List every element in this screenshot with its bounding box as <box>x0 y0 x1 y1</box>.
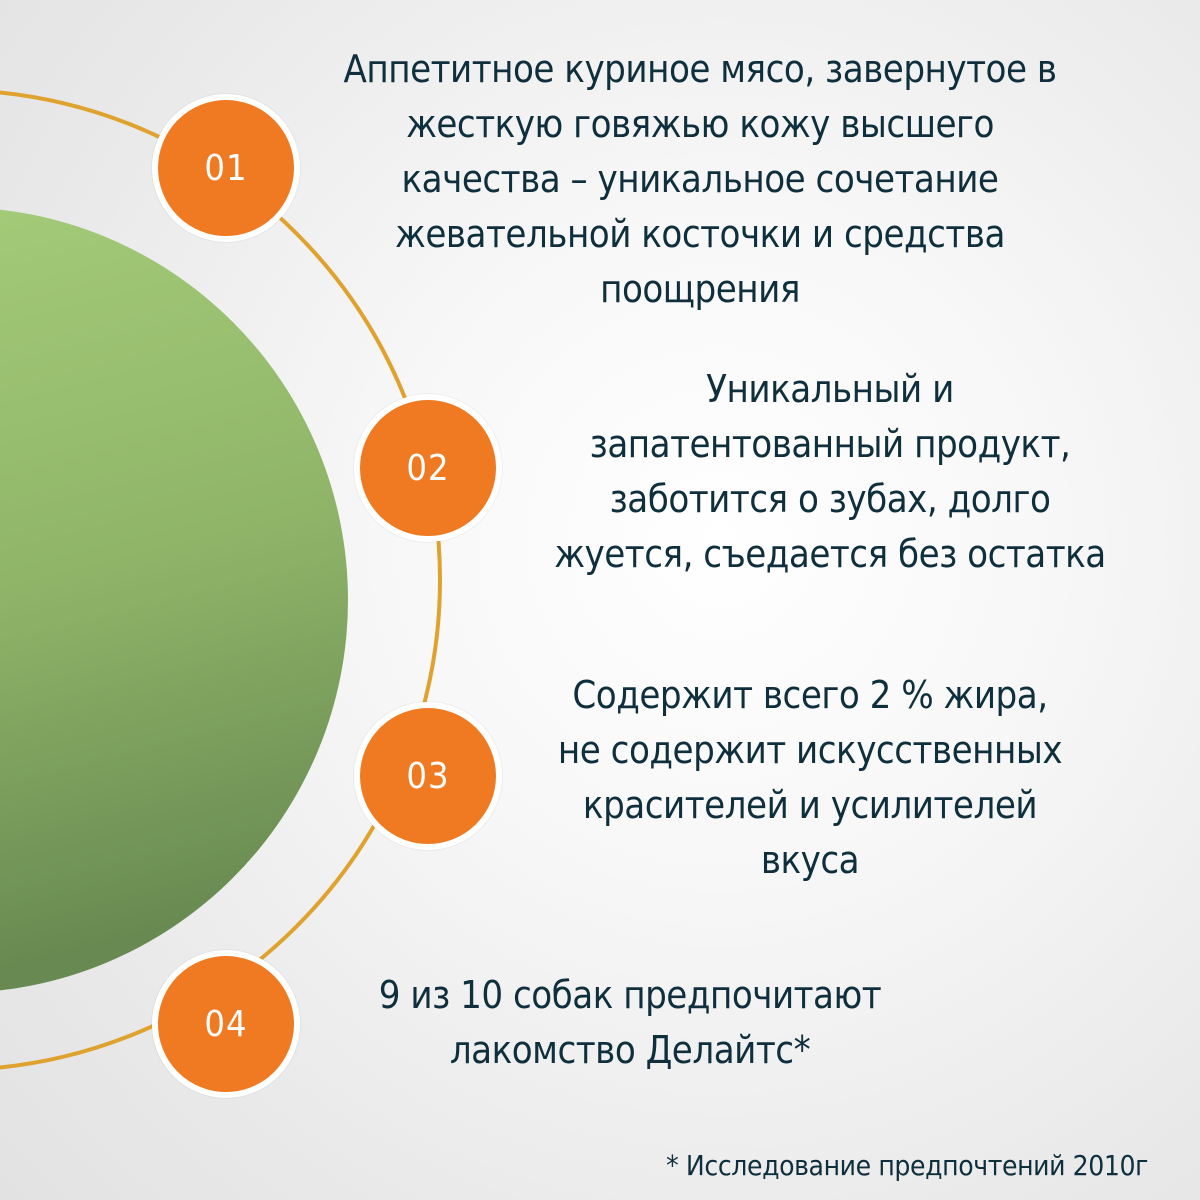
badge-number: 01 <box>204 147 248 189</box>
feature-text-02: Уникальный и запатентованный продукт, за… <box>554 367 1106 576</box>
feature-text-04: 9 из 10 собак предпочитают лакомство Дел… <box>378 973 882 1072</box>
badge-03: 03 <box>354 702 502 850</box>
badge-number: 03 <box>406 755 450 797</box>
badge-04: 04 <box>152 950 300 1098</box>
badge-02: 02 <box>354 394 502 542</box>
timeline-ring <box>0 90 442 1070</box>
feature-text-01: Аппетитное куриное мясо, завернутое в же… <box>343 47 1057 311</box>
footnote: * Исследование предпочтений 2010г <box>666 1149 1148 1182</box>
badge-number: 02 <box>406 447 450 489</box>
green-circle <box>0 209 348 991</box>
feature-text-03: Содержит всего 2 % жира, не содержит иск… <box>557 673 1063 882</box>
badge-01: 01 <box>152 94 300 242</box>
badge-number: 04 <box>204 1003 248 1045</box>
